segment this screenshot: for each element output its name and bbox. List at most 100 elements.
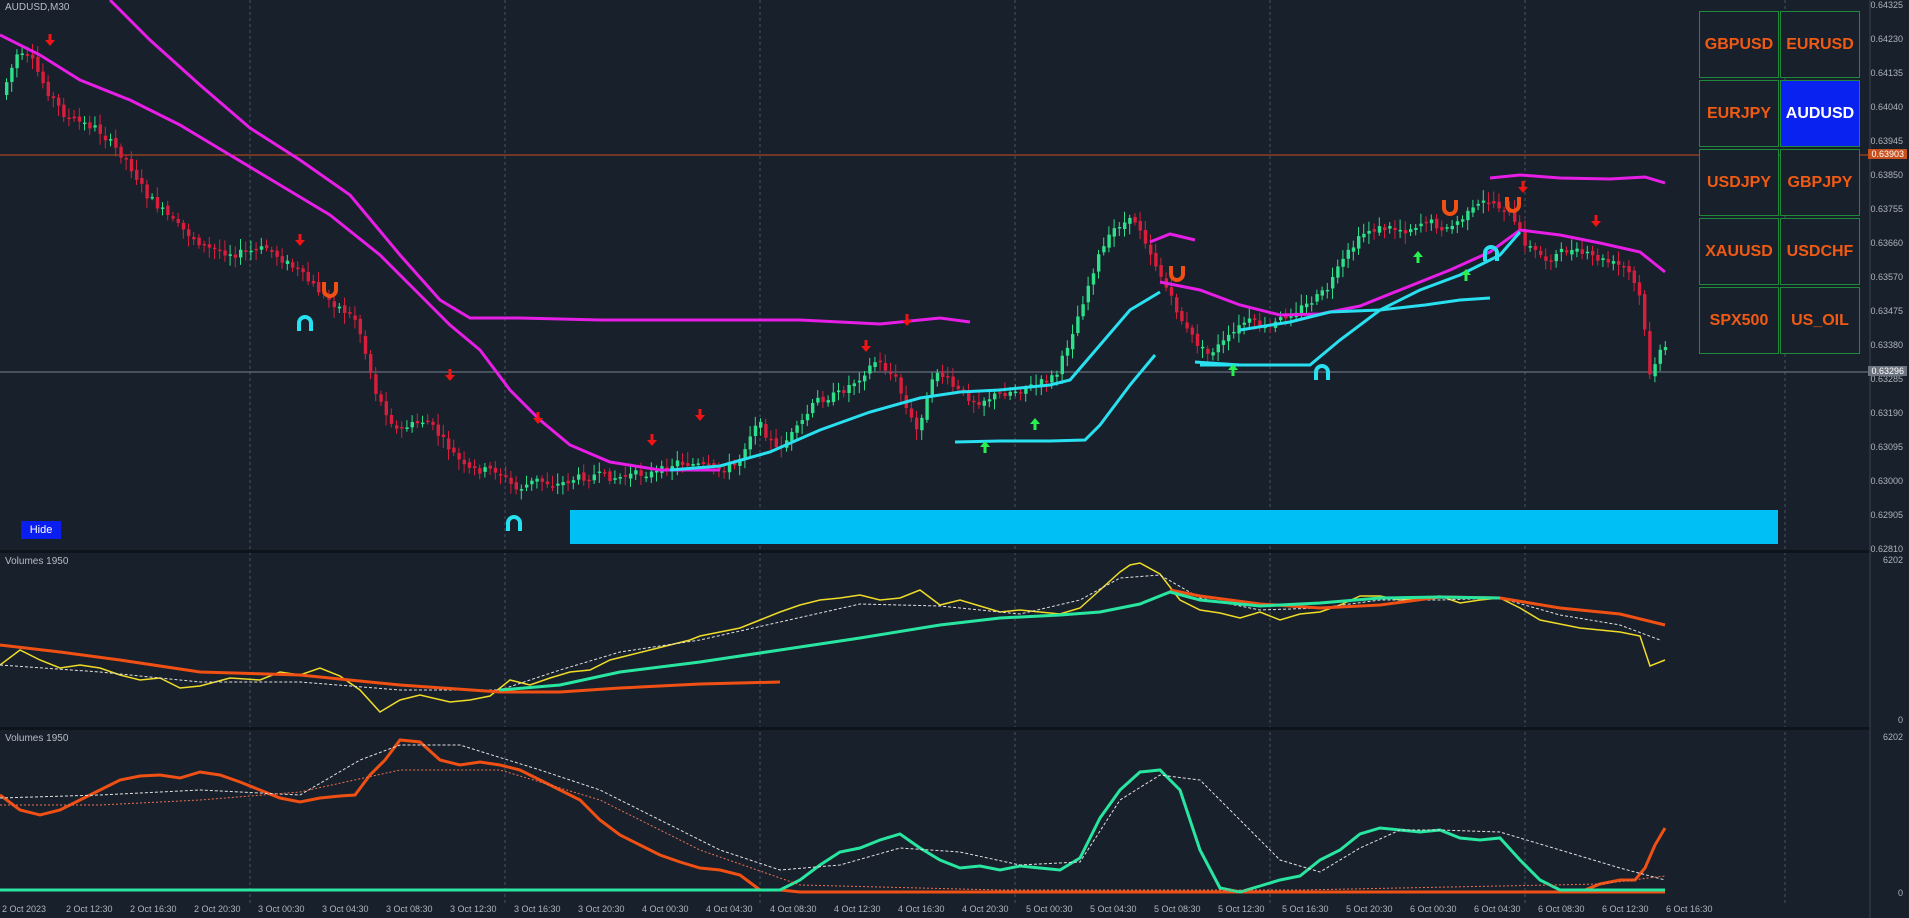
- candlesticks: [5, 44, 1668, 500]
- candle-body: [597, 471, 602, 474]
- candle-body: [1455, 221, 1460, 225]
- candle-body: [1211, 352, 1215, 356]
- candle-body: [1149, 244, 1153, 255]
- candle-body: [686, 463, 690, 466]
- candle-body: [649, 471, 654, 478]
- sell-arrow-icon: [445, 369, 455, 381]
- candle-body: [1559, 248, 1564, 253]
- candle-body: [1242, 322, 1246, 325]
- candle-body: [930, 379, 934, 398]
- time-axis-label: 4 Oct 04:30: [706, 904, 753, 914]
- candle-body: [946, 376, 950, 378]
- upper-level-price-tag: 0.63903: [1868, 149, 1907, 159]
- panel-separator-1: [0, 550, 1870, 553]
- symbol-button-gbpjpy[interactable]: GBPJPY: [1780, 149, 1860, 216]
- candle-body: [608, 471, 612, 481]
- symbol-button-eurjpy[interactable]: EURJPY: [1699, 80, 1779, 147]
- candle-body: [384, 401, 388, 416]
- symbol-button-xauusd[interactable]: XAUUSD: [1699, 218, 1779, 285]
- candle-body: [46, 81, 50, 97]
- candle-body: [83, 122, 87, 125]
- candle-body: [1596, 254, 1600, 261]
- candle-body: [337, 306, 342, 309]
- time-axis-label: 3 Oct 16:30: [514, 904, 561, 914]
- candle-body: [98, 124, 102, 134]
- candle-body: [400, 426, 404, 429]
- candle-body: [842, 390, 846, 393]
- candle-body: [1565, 250, 1569, 253]
- symbol-button-usdchf[interactable]: USDCHF: [1780, 218, 1860, 285]
- candle-body: [805, 413, 810, 421]
- candle-body: [233, 254, 238, 258]
- candle-body: [1341, 258, 1345, 267]
- candle-body: [982, 400, 986, 406]
- volume1-orange-line-2: [1169, 588, 1666, 627]
- candle-body: [811, 402, 815, 414]
- candle-body: [374, 374, 378, 394]
- candle-body: [1325, 289, 1330, 292]
- volume-panel-1-min: 0: [1897, 715, 1903, 725]
- candle-body: [109, 139, 113, 141]
- candle-body: [1398, 229, 1402, 232]
- price-axis-label: 0.63850: [1870, 170, 1903, 180]
- symbol-button-eurusd[interactable]: EURUSD: [1780, 11, 1860, 78]
- candle-body: [363, 336, 368, 354]
- candle-body: [1253, 318, 1257, 321]
- sell-arrow-icon: [695, 409, 705, 421]
- candle-body: [551, 486, 555, 488]
- symbol-button-spx500[interactable]: SPX500: [1699, 287, 1779, 354]
- price-axis-label: 0.64230: [1870, 34, 1903, 44]
- candle-body: [1097, 254, 1101, 272]
- time-axis-label: 3 Oct 04:30: [322, 904, 369, 914]
- candle-body: [514, 482, 518, 490]
- candle-body: [301, 268, 305, 273]
- candle-body: [629, 473, 633, 479]
- candle-body: [57, 97, 61, 106]
- candle-body: [1424, 221, 1428, 224]
- symbol-button-us_oil[interactable]: US_OIL: [1780, 287, 1860, 354]
- candle-body: [1513, 210, 1517, 222]
- symbol-button-audusd[interactable]: AUDUSD: [1780, 80, 1860, 147]
- candle-body: [1591, 250, 1595, 256]
- candle-body: [800, 420, 804, 424]
- candle-body: [1393, 228, 1397, 231]
- magenta-segment-4: [1489, 173, 1666, 185]
- price-axis-label: 0.62905: [1870, 510, 1903, 520]
- candle-body: [114, 137, 118, 148]
- symbol-button-usdjpy[interactable]: USDJPY: [1699, 149, 1779, 216]
- candle-body: [566, 480, 570, 484]
- candle-body: [1544, 256, 1548, 261]
- candle-body: [483, 467, 487, 472]
- candle-body: [717, 465, 721, 470]
- candle-body: [202, 243, 206, 246]
- candle-body: [207, 244, 212, 248]
- time-axis-label: 3 Oct 12:30: [450, 904, 497, 914]
- candle-body: [441, 434, 446, 438]
- candle-body: [644, 476, 648, 479]
- hide-button[interactable]: Hide: [21, 521, 61, 539]
- candle-body: [1606, 258, 1610, 263]
- candle-body: [1528, 246, 1532, 248]
- candle-body: [519, 489, 524, 491]
- candle-body: [753, 425, 758, 437]
- time-axis-label: 6 Oct 08:30: [1538, 904, 1585, 914]
- candle-body: [540, 478, 544, 482]
- volume-panel-1-max: 6202: [1882, 555, 1903, 565]
- reversal-signal-icon: [1442, 200, 1458, 216]
- candle-body: [265, 245, 269, 249]
- sell-arrow-icon: [647, 434, 657, 446]
- candle-body: [1227, 334, 1231, 342]
- symbol-button-gbpusd[interactable]: GBPUSD: [1699, 11, 1779, 78]
- candle-body: [1627, 266, 1631, 273]
- reversal-signal-icon: [322, 282, 338, 298]
- candle-body: [1419, 223, 1423, 227]
- candle-body: [197, 237, 201, 246]
- candle-body: [1414, 227, 1418, 230]
- volume1-white-dashed: [0, 574, 1661, 691]
- candle-body: [311, 280, 316, 284]
- time-axis-label: 2 Oct 12:30: [66, 904, 113, 914]
- candle-body: [525, 484, 529, 488]
- candle-body: [1091, 273, 1096, 285]
- candle-body: [1533, 246, 1538, 250]
